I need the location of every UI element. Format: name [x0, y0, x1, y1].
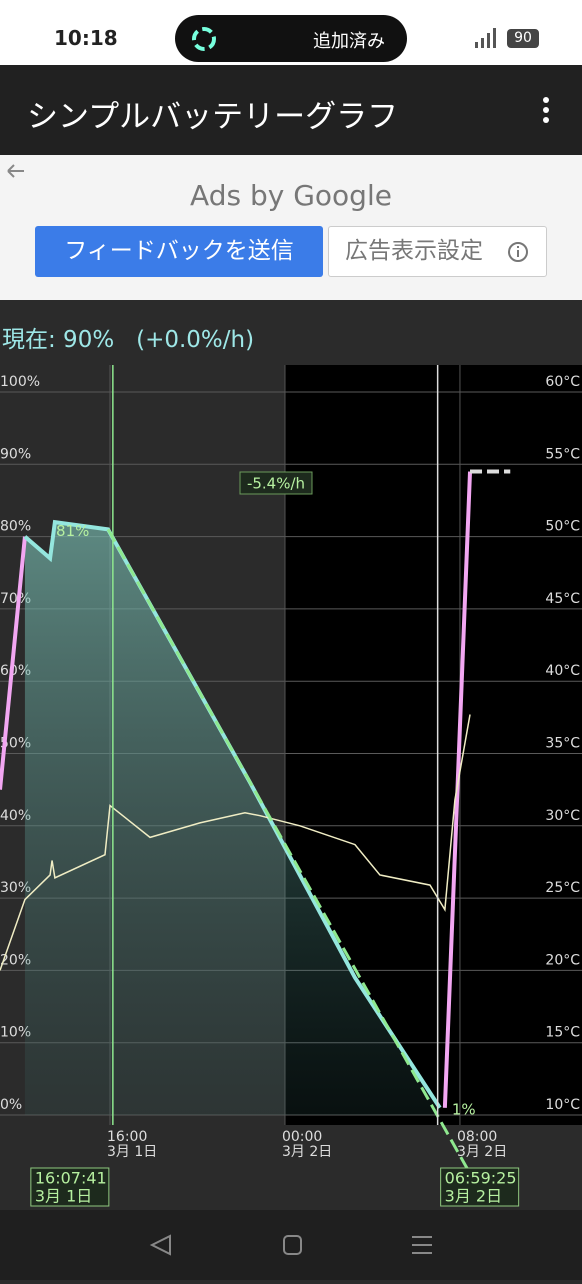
battery-chart: 0% 10% 20% 30% 40% 50% 60% 70% 80% 90% 100% 10°C 15°… [0, 365, 582, 1210]
back-arrow[interactable] [6, 163, 26, 179]
y2-tick-label: 30°C [545, 808, 580, 824]
data-label: 81% [56, 522, 89, 540]
y2-tick-label: 40°C [545, 663, 580, 679]
battery-indicator: 90 [507, 29, 539, 48]
ad-banner: Ads by Google フィードバックを送信 広告表示設定 [0, 155, 582, 300]
menu-button[interactable] [538, 95, 554, 127]
y-tick-label: 100% [0, 374, 40, 390]
info-icon [508, 242, 528, 262]
app-icon [192, 27, 216, 51]
signal-icons [475, 28, 496, 48]
y-tick-label: 40% [0, 808, 31, 824]
clock: 10:18 [54, 26, 118, 50]
ad-settings-label: 広告表示設定 [345, 238, 483, 264]
x-tick-date: 3月 1日 [107, 1144, 157, 1160]
marker-time: 16:07:41 [35, 1169, 107, 1188]
notification: 追加済み [313, 31, 385, 52]
x-tick-date: 3月 2日 [282, 1144, 332, 1160]
y-tick-label: 90% [0, 446, 31, 462]
x-tick-label: 16:00 [107, 1129, 147, 1145]
temperature-line [0, 714, 471, 971]
x-tick-label: 08:00 [457, 1129, 497, 1145]
marker-box [30, 1167, 110, 1207]
y-tick-label: 0% [0, 1097, 22, 1113]
y-tick-label: 70% [0, 591, 31, 607]
y-tick-label: 30% [0, 880, 31, 896]
ad-attribution: Ads by Google [190, 179, 392, 212]
ad-settings-button[interactable]: 広告表示設定 [328, 226, 547, 277]
marker-date: 3月 2日 [445, 1187, 502, 1206]
current-status-bar: 現在: 90% (+0.0%/h) [0, 300, 582, 365]
trend-label-box [239, 471, 313, 495]
y2-tick-label: 50°C [545, 519, 580, 535]
trend-line [106, 528, 492, 1210]
app-bar: シンプルバッテリーグラフ [0, 65, 582, 155]
marker-time: 06:59:25 [445, 1169, 517, 1188]
y2-tick-label: 15°C [545, 1025, 580, 1041]
y-tick-label: 20% [0, 952, 31, 968]
x-tick-date: 3月 2日 [457, 1144, 507, 1160]
y-tick-label: 50% [0, 736, 31, 752]
trend-label: -5.4%/h [247, 475, 305, 493]
y-tick-label: 10% [0, 1025, 31, 1041]
y-tick-label: 60% [0, 663, 31, 679]
y2-tick-label: 60°C [545, 374, 580, 390]
status-bar: 10:18 追加済み 90 [0, 0, 582, 65]
y-tick-label: 80% [0, 519, 31, 535]
discharge-area [24, 522, 440, 1115]
y2-tick-label: 10°C [545, 1097, 580, 1113]
nav-buttons [149, 1234, 432, 1256]
marker-box [440, 1167, 520, 1207]
data-label: 1% [452, 1100, 476, 1118]
y2-tick-label: 45°C [545, 591, 580, 607]
feedback-button[interactable]: フィードバックを送信 [35, 226, 323, 277]
current-status: 現在: 90% (+0.0%/h) [2, 327, 255, 353]
y2-tick-label: 25°C [545, 880, 580, 896]
home-button[interactable] [283, 1235, 302, 1255]
navigation-bar [0, 1210, 582, 1280]
recents-button[interactable] [412, 1236, 432, 1254]
dynamic-pill: 追加済み [175, 15, 407, 62]
y2-tick-label: 55°C [545, 446, 580, 462]
y2-tick-label: 35°C [545, 736, 580, 752]
x-tick-label: 00:00 [282, 1129, 322, 1145]
marker-date: 3月 1日 [35, 1187, 92, 1206]
back-button[interactable] [149, 1234, 171, 1256]
app-title: シンプルバッテリーグラフ [27, 99, 399, 135]
y2-tick-label: 20°C [545, 952, 580, 968]
battery-line [23, 519, 442, 1109]
